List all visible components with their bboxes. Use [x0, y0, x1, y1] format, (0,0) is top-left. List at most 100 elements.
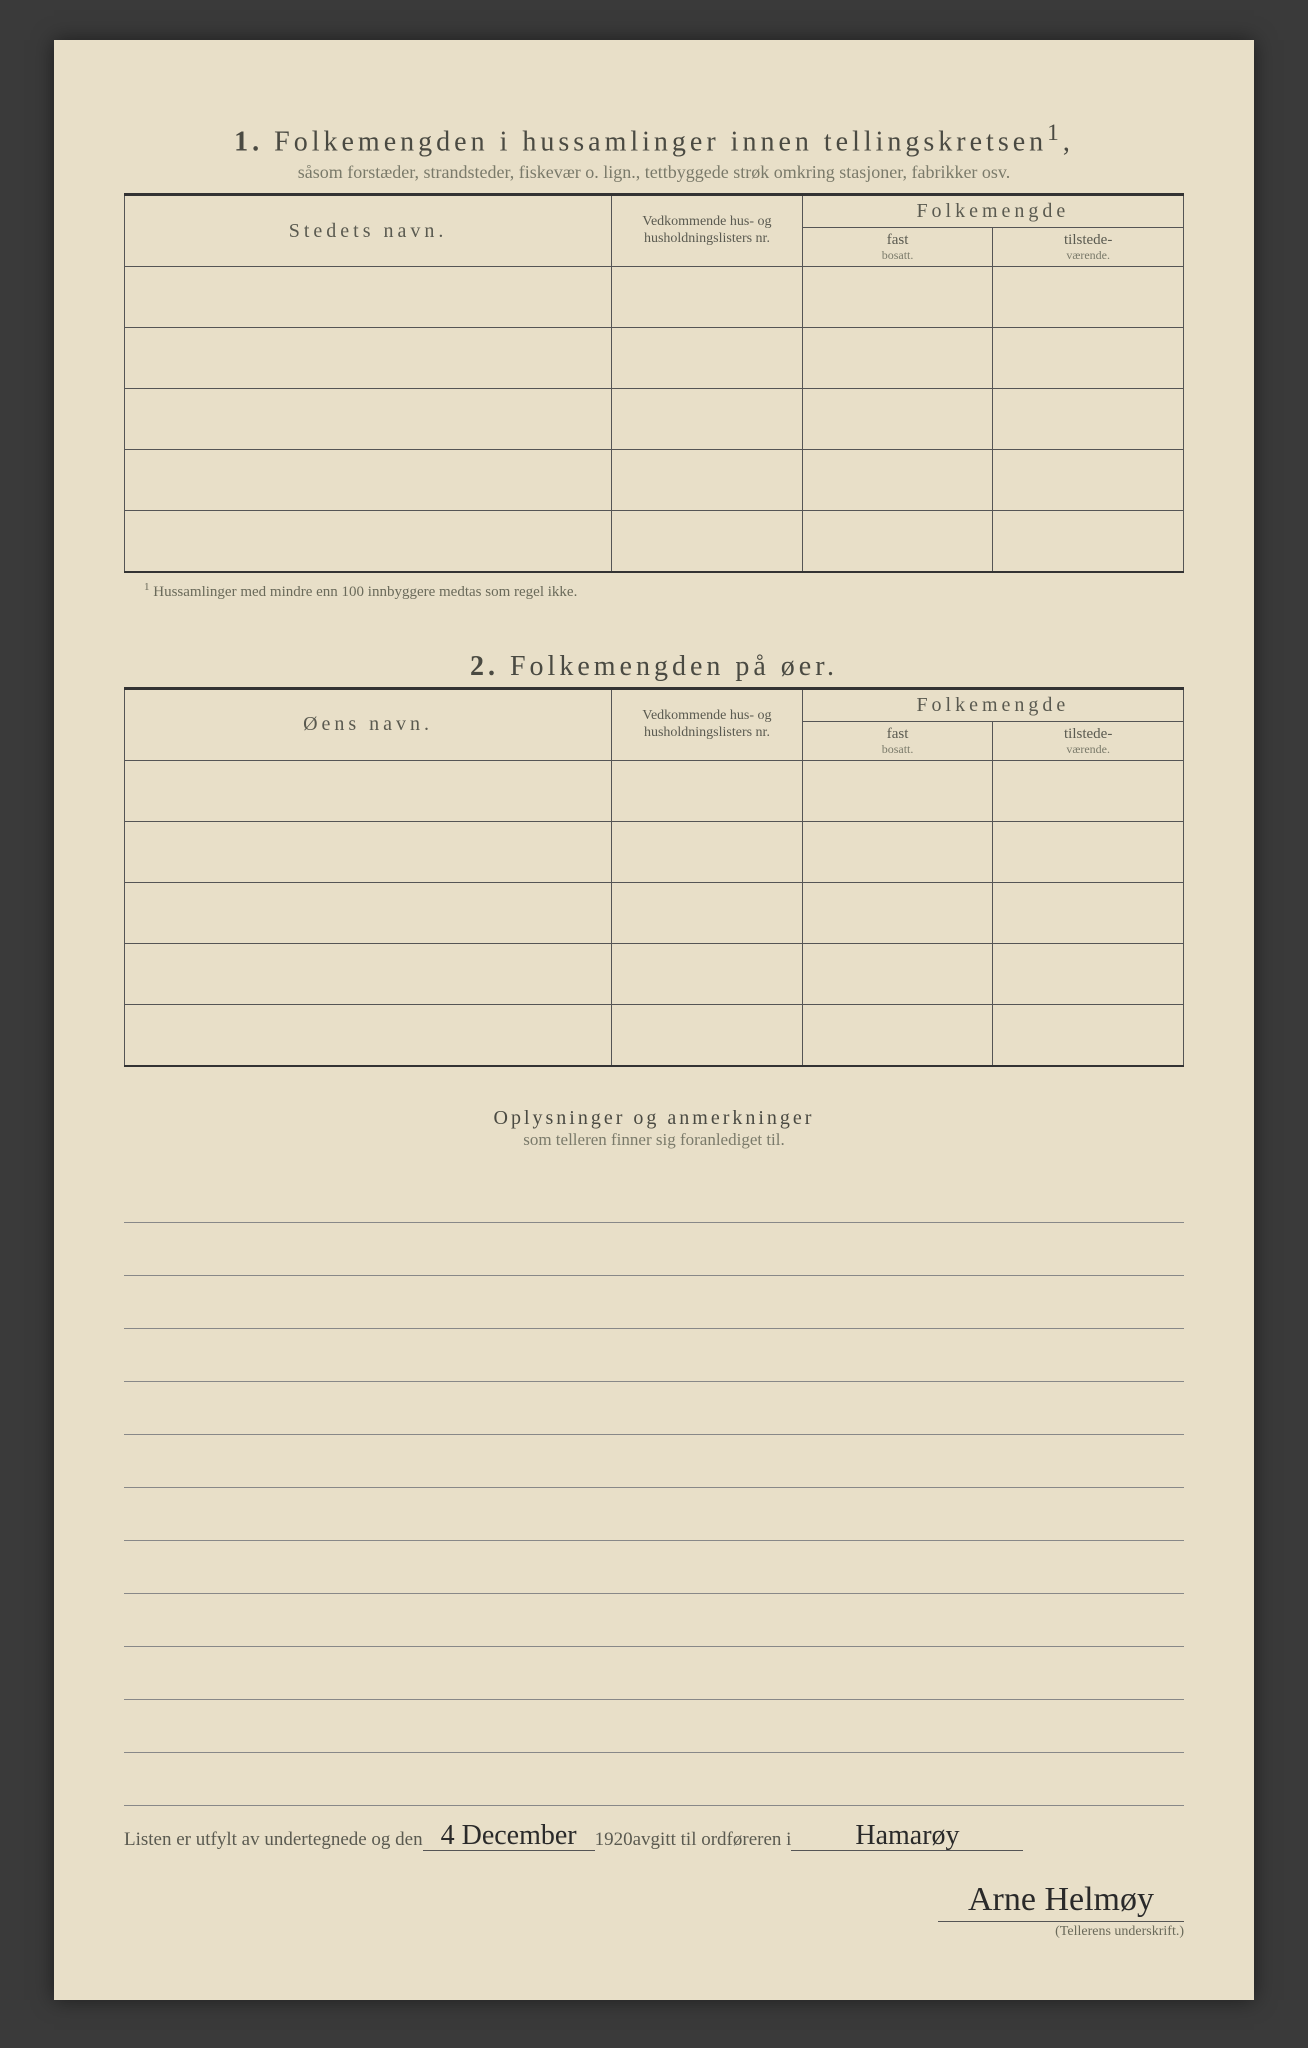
section1-col-tilst: tilstede- værende.	[993, 228, 1184, 267]
table-cell	[802, 511, 993, 573]
ruled-line	[124, 1594, 1184, 1647]
ruled-line	[124, 1488, 1184, 1541]
table-cell	[993, 328, 1184, 389]
section1-number: 1.	[234, 126, 263, 157]
table-cell	[612, 328, 803, 389]
table-cell	[125, 882, 612, 943]
section1-table: Stedets navn. Vedkommende hus- og hushol…	[124, 193, 1184, 573]
table-cell	[612, 450, 803, 511]
table-cell	[802, 760, 993, 821]
table-cell	[612, 267, 803, 328]
table-cell	[993, 511, 1184, 573]
table-cell	[993, 821, 1184, 882]
section1-body	[125, 267, 1184, 573]
signature-block: Arne Helmøy (Tellerens underskrift.)	[124, 1881, 1184, 1940]
table-cell	[802, 450, 993, 511]
section2-col-ref: Vedkommende hus- og husholdningslisters …	[612, 689, 803, 761]
table-cell	[802, 267, 993, 328]
footnote-marker: 1	[144, 581, 150, 593]
table-row	[125, 267, 1184, 328]
ruled-line	[124, 1223, 1184, 1276]
table-cell	[612, 882, 803, 943]
section2-number: 2.	[470, 651, 499, 682]
ruled-line	[124, 1170, 1184, 1223]
table-cell	[993, 882, 1184, 943]
section1-title-sup: 1	[1047, 120, 1063, 146]
oplys-subtitle: som telleren finner sig foranlediget til…	[124, 1130, 1184, 1150]
table-cell	[612, 389, 803, 450]
table-cell	[125, 760, 612, 821]
bottom-year: 1920	[595, 1829, 633, 1851]
table-cell	[125, 389, 612, 450]
table-cell	[125, 1004, 612, 1066]
table-row	[125, 821, 1184, 882]
table-cell	[993, 267, 1184, 328]
table-cell	[993, 760, 1184, 821]
ruled-line	[124, 1329, 1184, 1382]
table-cell	[802, 882, 993, 943]
bottom-area: Listen er utfylt av undertegnede og den …	[124, 1822, 1184, 1940]
ruled-line	[124, 1541, 1184, 1594]
section1-title-text: Folkemengden i hussamlinger innen tellin…	[274, 126, 1047, 157]
section2-col-tilst: tilstede- værende.	[993, 722, 1184, 761]
section1-col-folke: Folkemengde	[802, 195, 1183, 228]
footnote-text: Hussamlinger med mindre enn 100 innbygge…	[153, 584, 577, 600]
table-row	[125, 511, 1184, 573]
section2-title-text: Folkemengden på øer.	[510, 651, 838, 682]
ruled-line	[124, 1700, 1184, 1753]
bottom-mid: avgitt til ordføreren i	[633, 1829, 792, 1851]
footnote: 1 Hussamlinger med mindre enn 100 innbyg…	[144, 581, 1184, 601]
signature-caption: (Tellerens underskrift.)	[124, 1924, 1184, 1940]
table-cell	[802, 943, 993, 1004]
table-cell	[125, 450, 612, 511]
table-cell	[802, 1004, 993, 1066]
section2-table: Øens navn. Vedkommende hus- og husholdni…	[124, 687, 1184, 1067]
oplys-title: Oplysninger og anmerkninger	[124, 1107, 1184, 1130]
oplys-lines	[124, 1170, 1184, 1806]
ruled-line	[124, 1435, 1184, 1488]
table-cell	[125, 821, 612, 882]
table-cell	[802, 328, 993, 389]
ruled-line	[124, 1753, 1184, 1806]
table-cell	[993, 1004, 1184, 1066]
signature-handwritten: Arne Helmøy	[938, 1881, 1184, 1922]
section1-col-ref: Vedkommende hus- og husholdningslisters …	[612, 195, 803, 267]
bottom-place-handwritten: Hamarøy	[791, 1822, 1023, 1851]
table-cell	[125, 328, 612, 389]
section2-col-name: Øens navn.	[125, 689, 612, 761]
table-cell	[993, 389, 1184, 450]
table-row	[125, 1004, 1184, 1066]
section1-subtitle: såsom forstæder, strandsteder, fiskevær …	[124, 162, 1184, 183]
table-cell	[125, 943, 612, 1004]
bottom-prefix: Listen er utfylt av undertegnede og den	[124, 1829, 423, 1851]
signature-line: Listen er utfylt av undertegnede og den …	[124, 1822, 1184, 1851]
table-row	[125, 450, 1184, 511]
section2-title: 2. Folkemengden på øer.	[124, 651, 1184, 683]
table-row	[125, 943, 1184, 1004]
section1-title: 1. Folkemengden i hussamlinger innen tel…	[124, 120, 1184, 158]
ruled-line	[124, 1647, 1184, 1700]
ruled-line	[124, 1276, 1184, 1329]
table-cell	[612, 511, 803, 573]
ruled-line	[124, 1382, 1184, 1435]
table-row	[125, 760, 1184, 821]
table-cell	[125, 267, 612, 328]
table-cell	[993, 943, 1184, 1004]
section2-col-fast: fast bosatt.	[802, 722, 993, 761]
table-row	[125, 882, 1184, 943]
section1-col-fast: fast bosatt.	[802, 228, 993, 267]
table-row	[125, 389, 1184, 450]
table-cell	[802, 821, 993, 882]
section2-col-folke: Folkemengde	[802, 689, 1183, 722]
table-cell	[993, 450, 1184, 511]
table-row	[125, 328, 1184, 389]
table-cell	[612, 821, 803, 882]
section1-col-name: Stedets navn.	[125, 195, 612, 267]
bottom-date-handwritten: 4 December	[423, 1822, 595, 1851]
section2-body	[125, 760, 1184, 1066]
table-cell	[612, 760, 803, 821]
table-cell	[612, 943, 803, 1004]
table-cell	[612, 1004, 803, 1066]
table-cell	[802, 389, 993, 450]
table-cell	[125, 511, 612, 573]
